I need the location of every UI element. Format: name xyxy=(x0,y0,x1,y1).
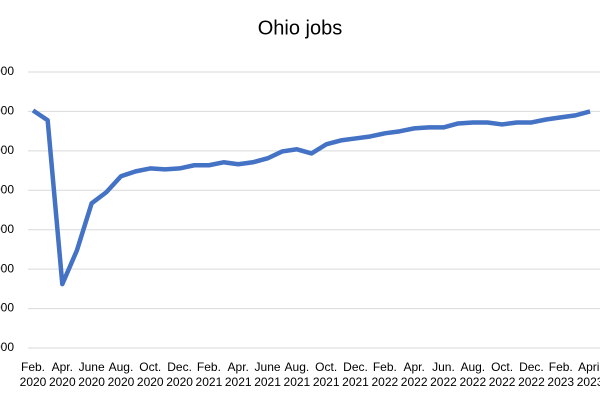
x-tick-label: Feb. 2023 xyxy=(547,360,575,389)
x-tick-label: Aug. 2022 xyxy=(459,360,487,389)
x-tick-label: Oct. 2022 xyxy=(488,360,516,389)
x-tick-label: Dec. 2021 xyxy=(342,360,369,389)
y-tick-label: 4,400,000 xyxy=(0,340,14,354)
x-tick-label: Apr. 2020 xyxy=(48,360,76,389)
data-line xyxy=(31,108,591,287)
y-tick-label: 5,000,000 xyxy=(0,222,14,236)
x-tick-label: Jun. 2022 xyxy=(430,360,457,389)
y-tick-label: 5,400,000 xyxy=(0,143,14,157)
x-tick-label: Apr. 2021 xyxy=(224,360,252,389)
y-tick-label: 5,800,000 xyxy=(0,64,14,78)
x-tick-label: Oct. 2020 xyxy=(136,360,164,389)
x-tick-label: June 2021 xyxy=(254,360,281,389)
x-tick-label: Aug. 2021 xyxy=(283,360,311,389)
y-tick-label: 5,600,000 xyxy=(0,104,14,118)
x-tick-label: Dec. 2020 xyxy=(166,360,193,389)
y-tick-label: 4,800,000 xyxy=(0,261,14,275)
x-tick-label: Feb. 2021 xyxy=(195,360,223,389)
x-tick-label: Apr. 2022 xyxy=(400,360,428,389)
x-tick-label: Feb. 2022 xyxy=(371,360,399,389)
x-tick-label: June 2020 xyxy=(78,360,105,389)
x-tick-label: Aug. 2020 xyxy=(107,360,135,389)
x-tick-label: April 2023 xyxy=(576,360,600,389)
x-tick-label: Oct. 2021 xyxy=(312,360,340,389)
x-tick-label: Dec. 2022 xyxy=(518,360,545,389)
y-tick-label: 5,200,000 xyxy=(0,182,14,196)
chart-title: Ohio jobs xyxy=(258,17,343,39)
y-tick-label: 4,600,000 xyxy=(0,301,14,315)
x-tick-label: Feb. 2020 xyxy=(19,360,47,389)
